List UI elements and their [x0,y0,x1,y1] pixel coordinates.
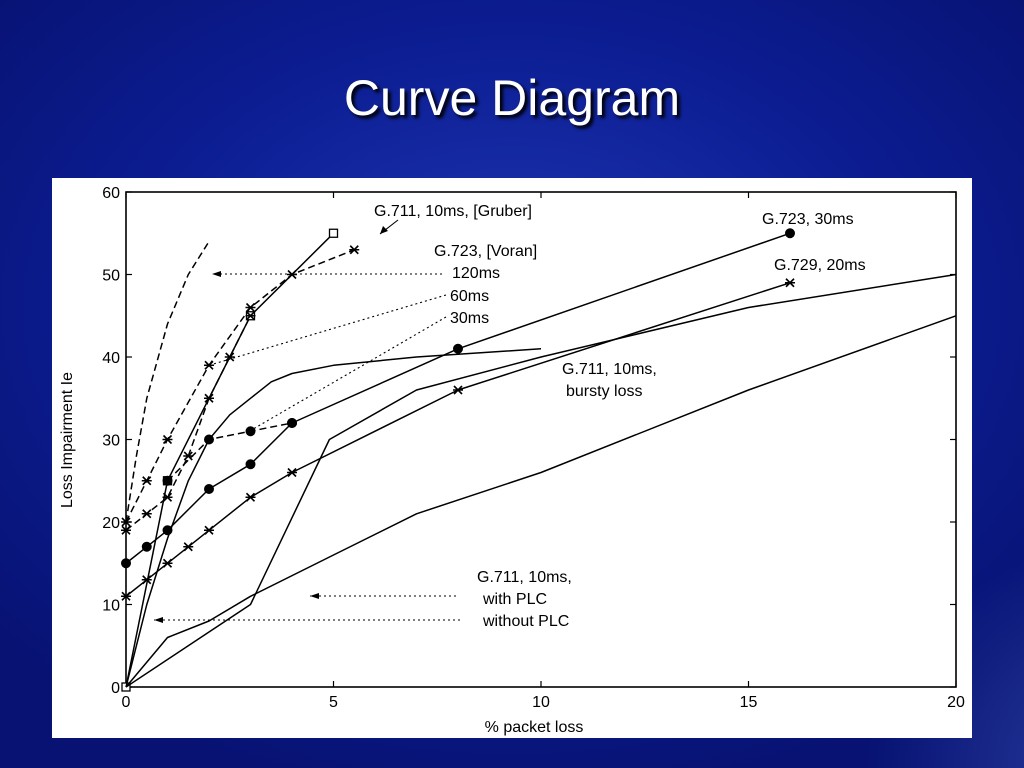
series-line-10 [166,422,293,482]
label-voran: G.723, [Voran] [434,243,537,260]
series-point [328,228,339,238]
series-point [224,352,235,362]
y-tick-label: 40 [102,350,120,367]
series-point [785,228,795,239]
series-line-9 [125,315,252,531]
series-point [245,459,256,470]
series-point [453,385,463,395]
series-point [141,541,152,552]
annotation-leader [247,316,447,433]
annotation-leader [209,294,447,366]
series-line-6 [125,348,542,688]
loss-impairment-chart: 0 5 10 15 20 0 10 20 30 40 50 60 G.711, 10ms, [Grub… [59,185,965,736]
series-point [785,278,795,288]
axis-ticks: 0 5 10 15 20 0 10 20 30 40 50 60 [102,185,965,711]
series-point [121,591,131,601]
series-line-2 [125,232,791,564]
series-point [162,492,173,502]
series-line-8 [125,249,355,523]
y-tick-label: 20 [102,515,120,532]
series-point [204,525,214,535]
series-point [183,542,194,552]
label-voran-30: 30ms [450,310,489,327]
y-tick-label: 0 [111,680,120,697]
series-line-7 [125,241,210,523]
x-tick-label: 20 [947,694,965,711]
series-point [141,509,152,519]
label-plc-1: G.711, 10ms, [477,569,572,586]
label-gruber: G.711, 10ms, [Gruber] [374,203,532,220]
series-point [287,467,297,478]
label-bursty-2: bursty loss [566,383,642,400]
label-g723-30: G.723, 30ms [762,211,854,228]
series-point [204,393,214,403]
annotation-leaders [154,219,460,623]
annotation-arrowhead [212,271,221,277]
label-g729-20: G.729, 20ms [774,257,866,274]
series-point [121,558,131,569]
series-point [162,475,173,486]
series-point [204,484,214,494]
label-voran-120: 120ms [452,265,500,282]
y-tick-label: 10 [102,598,120,615]
chart-panel: 0 5 10 15 20 0 10 20 30 40 50 60 G.711, 10ms, [Grub… [52,178,972,738]
annotation-arrowhead [380,226,388,234]
y-tick-label: 50 [102,268,120,285]
x-axis-title: % packet loss [485,719,584,736]
x-tick-label: 15 [740,694,758,711]
x-tick-label: 10 [532,694,550,711]
series-line-3 [125,282,791,597]
series-point [453,343,463,354]
series-layer [121,228,957,692]
label-plc-2: with PLC [482,591,547,608]
annotation-labels: G.711, 10ms, [Gruber] G.723, [Voran] 120… [374,203,866,630]
series-point [162,558,173,568]
series-point [287,418,297,428]
series-point [245,426,256,437]
y-tick-label: 30 [102,433,120,450]
slide-title: Curve Diagram [343,70,681,126]
series-point [121,517,131,527]
label-bursty-1: G.711, 10ms, [562,361,657,378]
series-line-5 [125,315,957,688]
label-voran-60: 60ms [450,288,489,305]
annotation-arrowhead [154,617,163,623]
series-point [141,575,152,585]
series-point [204,434,214,445]
series-line-4 [125,273,957,688]
annotation-arrowhead [310,593,319,599]
series-point [245,302,256,313]
series-point [162,434,173,445]
label-plc-3: without PLC [482,613,569,630]
y-tick-label: 60 [102,185,120,202]
series-point [349,245,360,255]
series-point [204,360,214,370]
x-tick-label: 0 [122,694,131,711]
series-point [245,492,256,502]
series-point [141,476,152,486]
y-axis-title: Loss Impairment Ie [59,372,76,508]
series-point [121,525,131,535]
series-point [245,311,256,321]
x-tick-label: 5 [329,694,338,711]
